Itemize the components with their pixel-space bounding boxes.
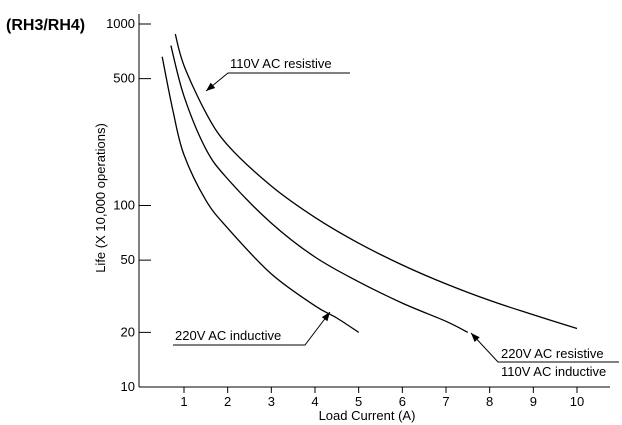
y-tick-label: 50	[121, 252, 135, 267]
x-tick-label: 2	[224, 394, 231, 409]
y-tick-label: 10	[121, 379, 135, 394]
curve-110v-ac-resistive	[174, 33, 578, 330]
arrow-220v-ac-resistive-110v-ac-inductive	[471, 333, 480, 342]
x-tick-label: 1	[180, 394, 187, 409]
annotation-110v-ac-inductive: 110V AC inductive	[501, 364, 606, 379]
x-axis-title: Load Current (A)	[319, 408, 416, 423]
curve-220v-ac-resistive-110v-ac-inductive	[170, 45, 469, 333]
annotation-220v-ac-resistive: 220V AC resistive	[501, 346, 604, 361]
leader-220v-ac-resistive-110v-ac-inductive	[470, 332, 619, 363]
y-axis-title: Life (X 10,000 operations)	[93, 123, 108, 273]
annotation-110v-ac-resistive: 110V AC resistive	[230, 56, 332, 71]
arrow-110v-ac-resistive	[206, 82, 216, 91]
arrow-220v-ac-inductive	[321, 312, 330, 322]
x-tick-label: 5	[355, 394, 362, 409]
x-tick-label: 8	[486, 394, 493, 409]
chart-heading: (RH3/RH4)	[6, 17, 85, 34]
axes: 1 2 3 4 5 6 7 8 9 10 10 20 50 100 500 1000	[106, 14, 610, 409]
x-tick-label: 7	[442, 394, 449, 409]
x-tick-label: 10	[570, 394, 584, 409]
x-tick-label: 9	[530, 394, 537, 409]
y-tick-label: 100	[113, 198, 135, 213]
x-tick-label: 4	[311, 394, 318, 409]
annotations: 110V AC resistive 220V AC inductive 220V A…	[173, 56, 619, 379]
y-tick-label: 1000	[106, 16, 135, 31]
leader-220v-ac-inductive	[173, 311, 331, 346]
x-tick-label: 3	[268, 394, 275, 409]
y-tick-label: 20	[121, 324, 135, 339]
x-tick-label: 6	[399, 394, 406, 409]
leader-110v-ac-resistive	[205, 72, 350, 92]
curve-220v-ac-inductive	[161, 56, 360, 333]
series-curves	[161, 33, 578, 333]
annotation-220v-ac-inductive: 220V AC inductive	[175, 328, 281, 343]
y-tick-label: 500	[113, 71, 135, 86]
